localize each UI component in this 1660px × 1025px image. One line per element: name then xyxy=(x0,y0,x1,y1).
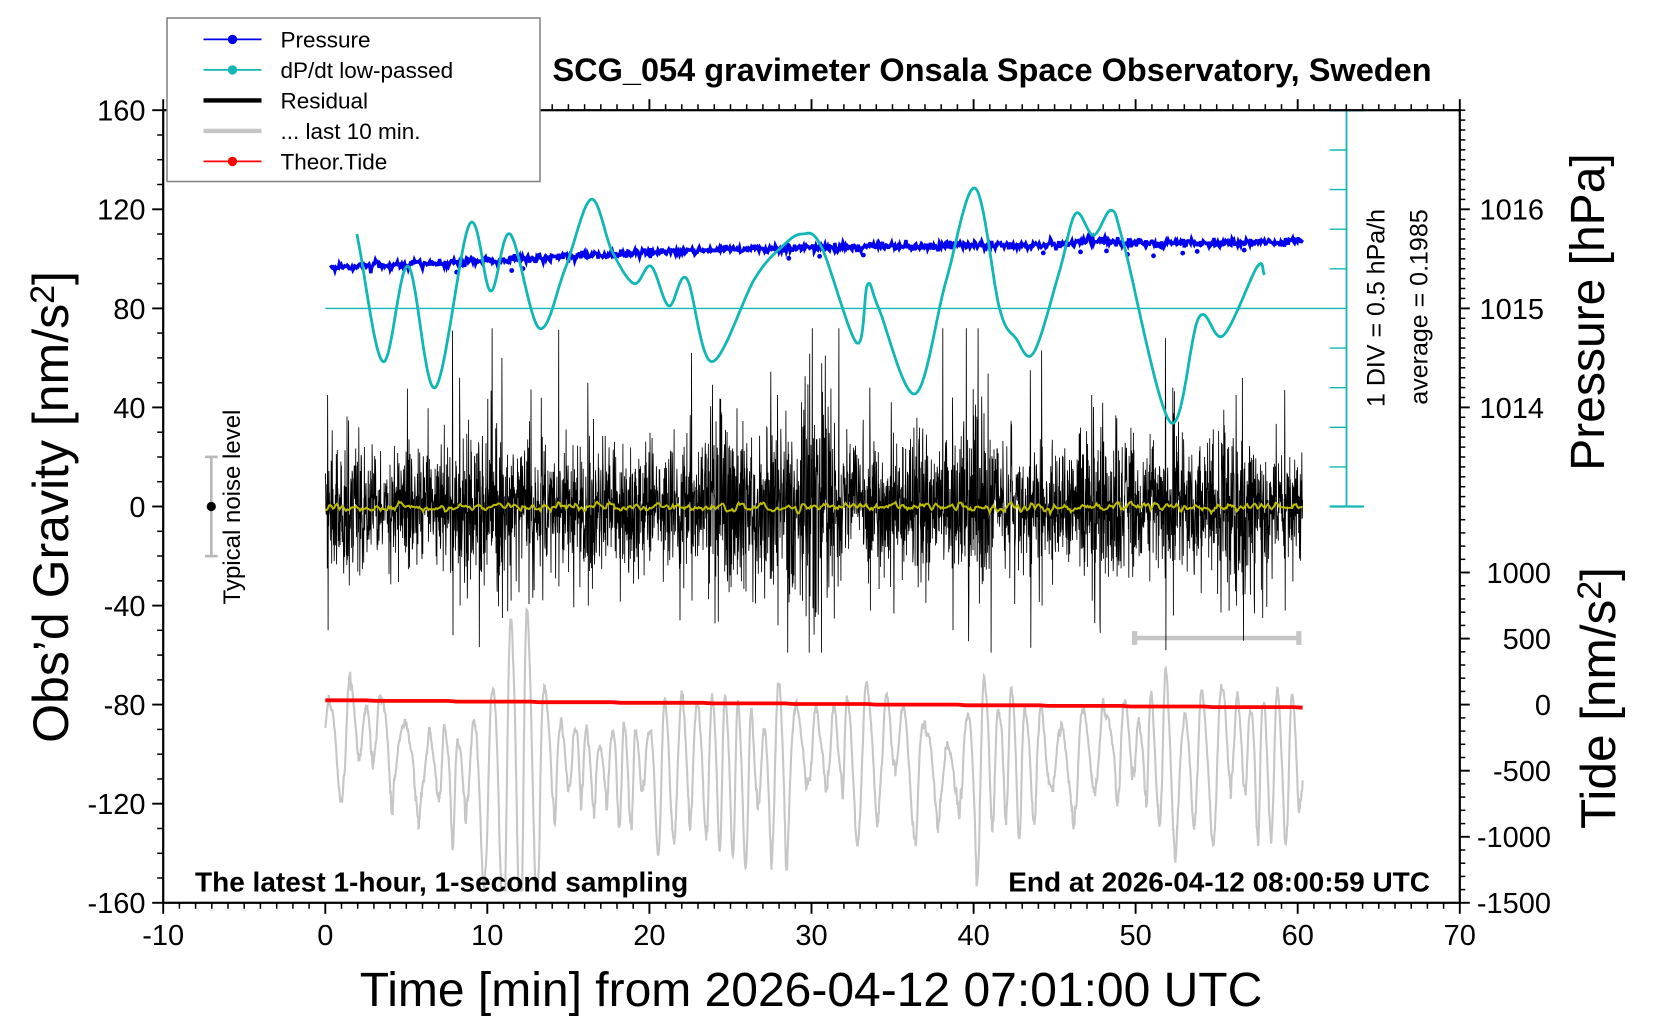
svg-text:1016: 1016 xyxy=(1479,195,1544,227)
svg-text:Typical noise level: Typical noise level xyxy=(219,410,246,605)
svg-text:Time [min] from 2026-04-12 07:: Time [min] from 2026-04-12 07:01:00 UTC xyxy=(360,964,1263,1017)
svg-text:Pressure [hPa]: Pressure [hPa] xyxy=(1562,153,1615,470)
svg-text:60: 60 xyxy=(1282,920,1314,952)
svg-text:Pressure: Pressure xyxy=(281,28,371,53)
svg-text:0: 0 xyxy=(1535,690,1551,722)
svg-text:Obs’d Gravity [nm/s2]: Obs’d Gravity [nm/s2] xyxy=(23,271,79,743)
svg-text:Theor.Tide: Theor.Tide xyxy=(281,150,388,175)
svg-text:70: 70 xyxy=(1444,920,1476,952)
svg-text:10: 10 xyxy=(471,920,503,952)
svg-text:0: 0 xyxy=(129,492,145,524)
svg-text:-1500: -1500 xyxy=(1477,888,1551,920)
svg-text:50: 50 xyxy=(1119,920,1151,952)
svg-text:-10: -10 xyxy=(142,920,184,952)
svg-text:Tide [nm/s2]: Tide [nm/s2] xyxy=(1571,567,1626,829)
svg-text:-160: -160 xyxy=(87,888,145,920)
svg-text:1000: 1000 xyxy=(1486,558,1551,590)
svg-text:500: 500 xyxy=(1503,624,1551,656)
svg-text:average = 0.1985: average = 0.1985 xyxy=(1406,209,1434,404)
svg-text:30: 30 xyxy=(795,920,827,952)
svg-text:1015: 1015 xyxy=(1479,294,1544,326)
svg-text:20: 20 xyxy=(633,920,665,952)
svg-text:... last 10 min.: ... last 10 min. xyxy=(281,119,421,144)
svg-text:-1000: -1000 xyxy=(1477,822,1551,854)
svg-text:80: 80 xyxy=(113,294,145,326)
svg-text:40: 40 xyxy=(113,393,145,425)
svg-text:0: 0 xyxy=(317,920,333,952)
svg-text:1 DIV = 0.5 hPa/h: 1 DIV = 0.5 hPa/h xyxy=(1363,209,1391,407)
svg-text:dP/dt low-passed: dP/dt low-passed xyxy=(281,58,454,83)
svg-text:End at 2026-04-12 08:00:59 UTC: End at 2026-04-12 08:00:59 UTC xyxy=(1008,867,1430,898)
svg-text:-500: -500 xyxy=(1493,756,1551,788)
svg-text:160: 160 xyxy=(97,96,145,128)
svg-text:SCG_054 gravimeter Onsala Spac: SCG_054 gravimeter Onsala Space Observat… xyxy=(552,52,1431,88)
svg-text:-120: -120 xyxy=(87,789,145,821)
svg-text:-40: -40 xyxy=(104,591,146,623)
svg-text:Residual: Residual xyxy=(281,89,369,114)
svg-text:-80: -80 xyxy=(104,690,146,722)
svg-text:1014: 1014 xyxy=(1479,393,1544,425)
svg-text:40: 40 xyxy=(957,920,989,952)
svg-text:The latest 1-hour, 1-second sa: The latest 1-hour, 1-second sampling xyxy=(195,867,688,898)
svg-text:120: 120 xyxy=(97,195,145,227)
